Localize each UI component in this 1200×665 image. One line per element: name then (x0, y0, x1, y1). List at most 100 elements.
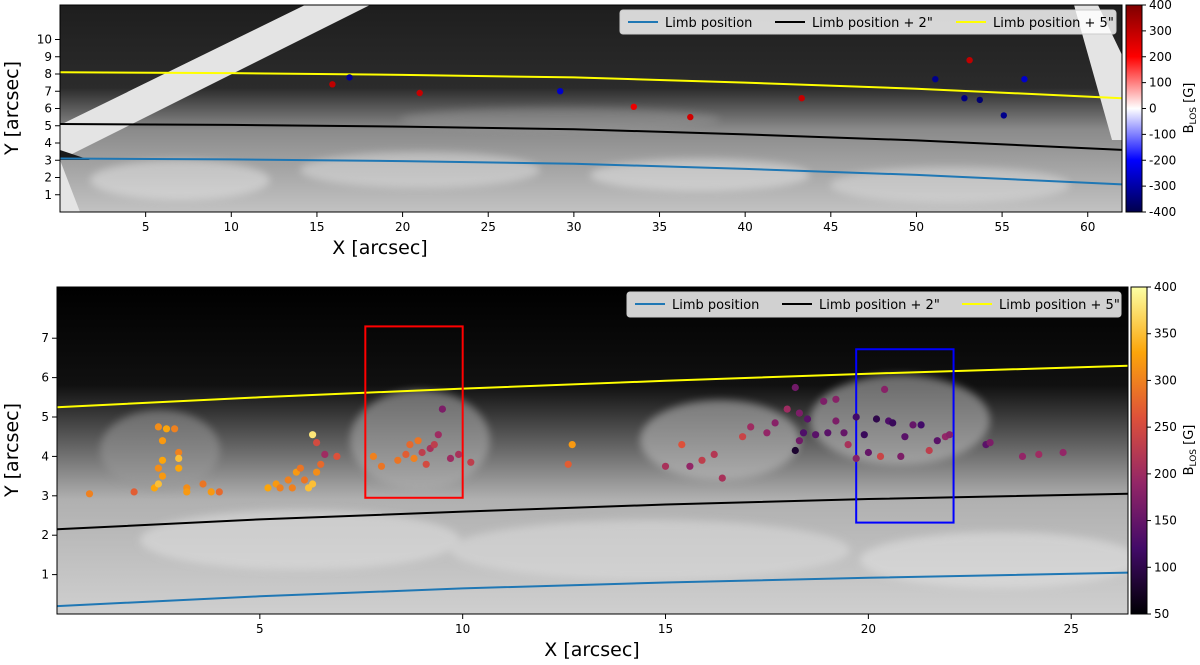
top-colorbar-tick-label: 0 (1149, 102, 1157, 116)
bottom-point (661, 462, 670, 470)
top-y-tick-label: 8 (44, 67, 52, 81)
bottom-point (747, 423, 755, 431)
bottom-point (881, 385, 889, 393)
top-mask-band (60, 5, 370, 160)
bottom-colorbar-tick-label: 200 (1154, 467, 1177, 481)
bottom-point (321, 450, 329, 458)
bottom-line-limb-plus-2 (57, 492, 1128, 531)
bottom-point (199, 480, 207, 488)
top-x-tick-label: 10 (224, 220, 239, 234)
bottom-point (130, 488, 138, 496)
bottom-point (876, 452, 885, 460)
top-x-tick-label: 5 (142, 220, 150, 234)
bottom-point (840, 429, 848, 437)
bottom-point (860, 431, 868, 439)
bottom-point (844, 441, 852, 449)
bottom-colorbar: 400 350 300 250 200 150 100 50 BLOS [G] (1130, 280, 1199, 621)
top-point (329, 81, 336, 88)
bottom-box-red (364, 325, 464, 499)
bottom-box-blue (855, 348, 955, 524)
top-colorbar-tick-label: 100 (1149, 76, 1172, 90)
top-y-tick-label: 9 (44, 50, 52, 64)
top-legend-box (619, 9, 1117, 35)
bottom-point (698, 456, 706, 464)
bottom-point (897, 452, 905, 460)
top-point (976, 96, 983, 104)
bottom-y-tick-label: 7 (41, 331, 49, 345)
bottom-x-axis-label: X [arcsec] (544, 639, 639, 661)
top-point (416, 89, 423, 97)
top-point (798, 95, 805, 102)
bottom-point (422, 460, 430, 468)
bottom-point (446, 454, 455, 462)
bottom-point (852, 454, 860, 462)
bottom-colorbar-label-sub: LOS (1189, 449, 1199, 467)
bottom-point (1035, 450, 1043, 458)
bottom-point (158, 437, 167, 445)
top-point (630, 103, 637, 111)
bottom-point (933, 437, 941, 445)
bottom-point (406, 441, 414, 449)
top-colorbar-tick-label: 200 (1149, 50, 1172, 64)
bottom-point (369, 452, 377, 460)
top-y-tick-label: 7 (44, 84, 52, 98)
bottom-point (824, 429, 832, 437)
bottom-point (820, 397, 828, 405)
bottom-point (803, 415, 812, 423)
bottom-point (763, 429, 771, 437)
bottom-point (832, 395, 840, 403)
bottom-point (852, 413, 860, 421)
top-colorbar-tick-label: -400 (1149, 205, 1176, 219)
bottom-point (909, 421, 917, 429)
bottom-point (986, 439, 994, 447)
bottom-x-tick-label: 15 (658, 622, 673, 636)
bottom-point (799, 429, 808, 437)
bottom-colorbar-label-unit: [G] (1182, 425, 1197, 449)
top-colorbar-bar (1125, 4, 1143, 213)
top-colorbar-tick-label: 400 (1149, 0, 1172, 12)
bottom-point (276, 484, 284, 492)
bottom-point (889, 419, 897, 427)
top-colorbar-tick-label: 300 (1149, 24, 1172, 38)
top-colorbar-label-main: B (1182, 124, 1197, 133)
bottom-point (678, 441, 686, 449)
bottom-point (455, 450, 463, 458)
bottom-point (158, 472, 167, 480)
top-x-tick-label: 45 (823, 220, 838, 234)
top-y-tick-label: 4 (44, 136, 52, 150)
bottom-point (864, 448, 873, 457)
bottom-point (175, 464, 183, 472)
bottom-colorbar-tick-label: 150 (1154, 514, 1177, 528)
bottom-point (207, 488, 215, 496)
bottom-legend-limb: Limb position (672, 298, 759, 313)
top-colorbar: 400 300 200 100 0 -100 -200 -300 -400 BLOS [G] (1125, 0, 1199, 219)
bottom-colorbar-tick-label: 400 (1154, 280, 1177, 294)
bottom-point (288, 484, 296, 492)
top-point (966, 57, 973, 64)
top-colorbar-tick-label: -200 (1149, 153, 1176, 167)
bottom-point (162, 425, 171, 433)
bottom-colorbar-tick-label: 350 (1154, 327, 1177, 341)
bottom-colorbar-tick-label: 50 (1154, 607, 1169, 621)
bottom-point (901, 433, 909, 441)
bottom-point (1059, 448, 1067, 457)
top-point (346, 74, 353, 81)
top-background-image (60, 5, 1122, 212)
top-y-tick-label: 2 (44, 171, 52, 185)
top-point (1000, 112, 1007, 119)
bottom-point (438, 405, 446, 413)
bottom-point (783, 405, 791, 413)
top-point (1021, 76, 1028, 83)
bottom-colorbar-label: BLOS [G] (1182, 425, 1199, 476)
top-mask-right (1074, 5, 1122, 140)
bottom-point (317, 460, 325, 468)
bottom-panel: 5 10 15 20 25 1 2 3 4 5 6 7 X [arcsec] Y [arcsec] L… (1, 280, 1199, 661)
top-x-tick-label: 20 (395, 220, 410, 234)
bottom-y-tick-label: 4 (41, 449, 49, 463)
top-line-limb-plus-5 (60, 71, 1122, 100)
bottom-legend-limb-5: Limb position + 5" (999, 298, 1120, 313)
bottom-y-tick-label: 6 (41, 371, 49, 385)
bottom-y-tick-label: 1 (41, 568, 49, 582)
bottom-point (812, 431, 820, 439)
